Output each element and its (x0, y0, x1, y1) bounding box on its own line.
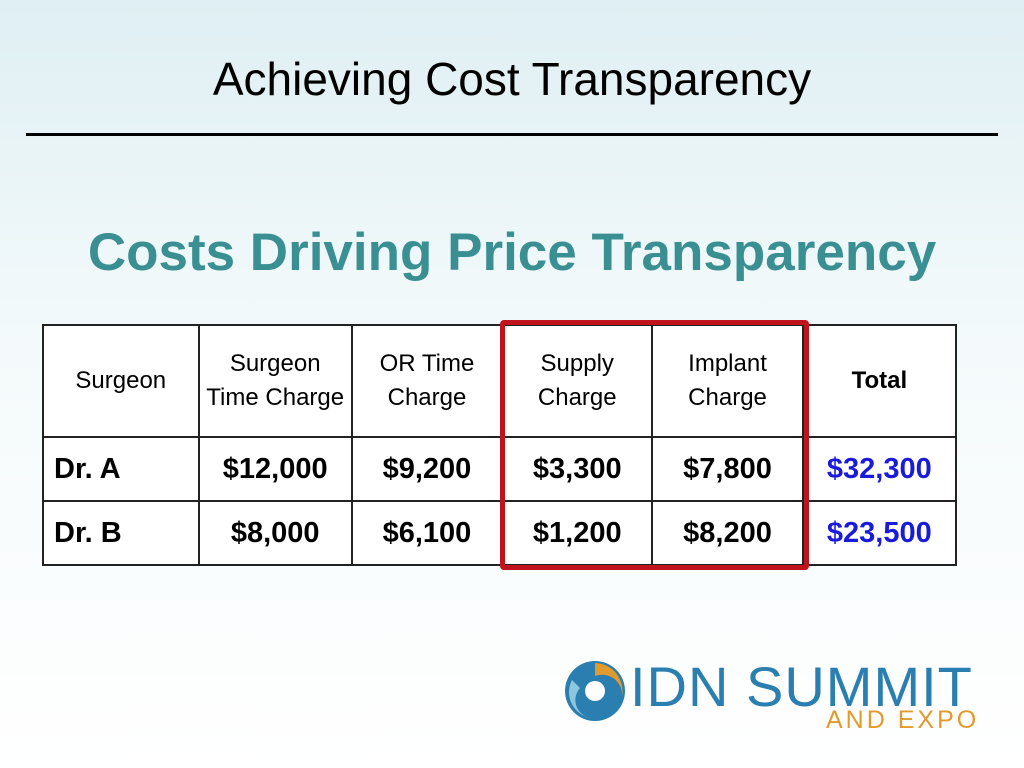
title-rule (26, 133, 998, 136)
table-row: Dr. A $12,000 $9,200 $3,300 $7,800 $32,300 (42, 436, 958, 502)
table-cell: $32,300 (801, 436, 958, 502)
table-cell: Dr. A (42, 436, 200, 502)
column-header: Total (801, 324, 958, 438)
table-cell: $3,300 (501, 436, 654, 502)
table-body: Dr. A $12,000 $9,200 $3,300 $7,800 $32,300 Dr.… (42, 436, 958, 566)
title: Achieving Cost Transparency (212, 53, 812, 105)
logo-name: IDN SUMMIT (630, 655, 973, 718)
column-header: Surgeon (42, 324, 200, 438)
table-cell: $12,000 (197, 436, 353, 502)
logo-tagline: AND EXPO (826, 706, 980, 734)
column-header: OR Time Charge (350, 324, 504, 438)
column-header: Implant Charge (651, 324, 804, 438)
column-header: Surgeon Time Charge (197, 324, 353, 438)
logo: IDN SUMMIT AND EXPO (560, 650, 990, 740)
table-cell: $23,500 (801, 500, 958, 566)
table-cell: $1,200 (501, 500, 654, 566)
logo-icon (565, 661, 625, 721)
highlight-box (500, 320, 809, 570)
table-cell: $8,000 (197, 500, 353, 566)
table-cell: Dr. B (42, 500, 200, 566)
table-cell: $8,200 (651, 500, 804, 566)
table-row: Dr. B $8,000 $6,100 $1,200 $8,200 $23,500 (42, 500, 958, 566)
table-cell: $9,200 (350, 436, 504, 502)
column-header: Supply Charge (501, 324, 654, 438)
header-row: Surgeon Surgeon Time Charge OR Time Charge… (42, 324, 958, 438)
table-cell: $6,100 (350, 500, 504, 566)
table-cell: $7,800 (651, 436, 804, 502)
subtitle: Costs Driving Price Transparency (87, 223, 937, 282)
